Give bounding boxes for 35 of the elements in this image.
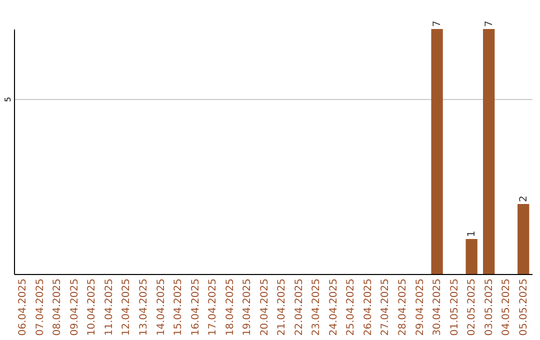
x-tick-label: 20.04.2025 [259, 278, 270, 336]
x-tick-label: 24.04.2025 [328, 278, 340, 336]
x-tick-label: 15.04.2025 [173, 278, 184, 336]
x-tick-label: 12.04.2025 [121, 278, 132, 336]
x-tick-label: 28.04.2025 [398, 278, 408, 336]
x-tick-label: 23.04.2025 [311, 278, 322, 336]
data-label: 1 [466, 230, 478, 237]
x-tick-label: 07.04.2025 [34, 278, 46, 336]
x-tick-label: 03.05.2025 [484, 278, 495, 336]
x-tick-label: 21.04.2025 [276, 278, 288, 336]
x-tick-label: 02.05.2025 [466, 278, 478, 336]
data-label: 7 [484, 20, 495, 27]
x-tick-label: 06.04.2025 [18, 278, 29, 336]
x-tick-label: 04.05.2025 [501, 278, 512, 336]
x-tick-label: 01.05.2025 [449, 278, 460, 336]
y-tick-label: 5 [4, 96, 12, 102]
x-tick-label: 08.04.2025 [52, 278, 64, 336]
x-tick-label: 25.04.2025 [346, 278, 357, 336]
x-tick-label: 30.04.2025 [432, 278, 444, 336]
x-tick-label: 17.04.2025 [208, 278, 219, 336]
x-tick-label: 19.04.2025 [242, 278, 254, 336]
x-tick-label: 22.04.2025 [294, 278, 305, 336]
x-tick-label: 11.04.2025 [104, 278, 115, 336]
data-label: 2 [518, 196, 530, 202]
x-tick-label: 13.04.2025 [138, 278, 150, 336]
x-tick-label: 10.04.2025 [86, 278, 98, 336]
x-tick-label: 29.04.2025 [414, 278, 426, 336]
x-tick-label: 09.04.2025 [69, 278, 80, 336]
x-tick-label: 26.04.2025 [362, 278, 374, 336]
data-label: 7 [432, 20, 444, 27]
x-tick-label: 27.04.2025 [380, 278, 392, 336]
x-tick-label: 05.05.2025 [518, 278, 530, 336]
x-tick-label: 16.04.2025 [190, 278, 202, 336]
x-tick-label: 18.04.2025 [224, 278, 236, 336]
x-tick-label: 14.04.2025 [156, 278, 167, 336]
